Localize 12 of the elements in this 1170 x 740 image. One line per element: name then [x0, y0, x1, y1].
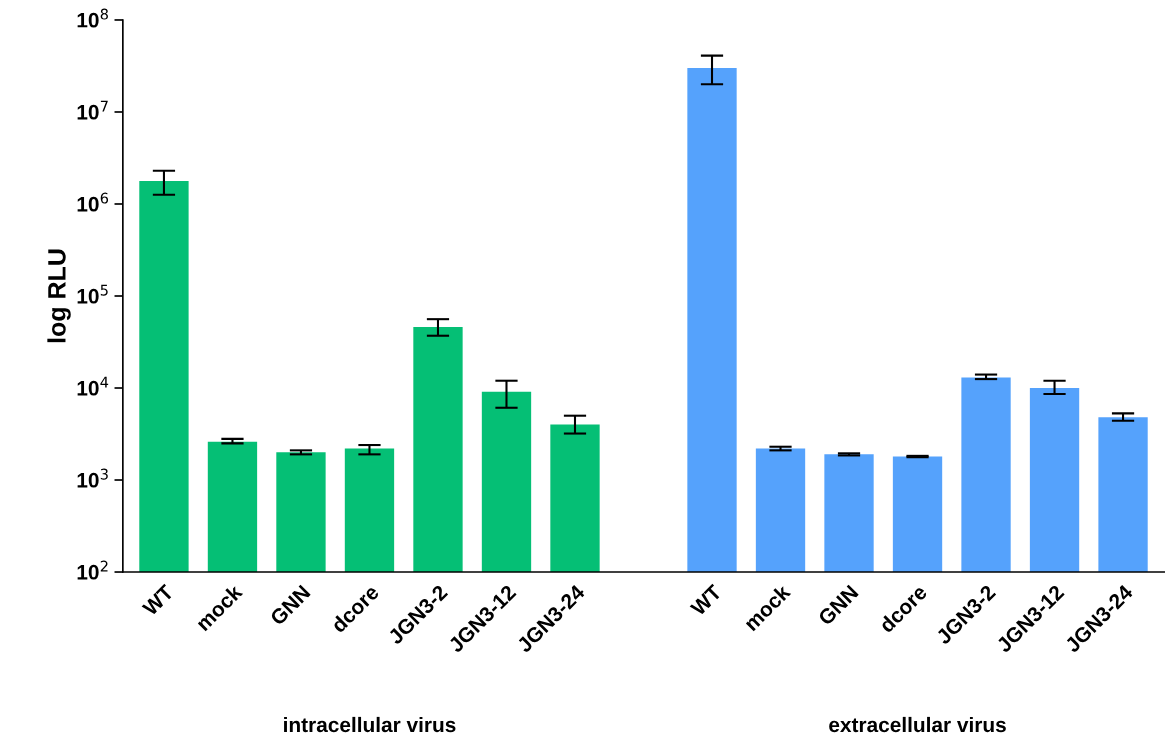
y-tick-label: 10$^{2}$ — [77, 560, 108, 580]
series-label: extracellular virus — [829, 716, 1006, 733]
y-tick-label: 10$^{6}$ — [77, 192, 109, 212]
y-tick-label: 10$^{5}$ — [77, 284, 108, 304]
y-tick-label: 10$^{4}$ — [77, 376, 109, 396]
y-tick-label: 10$^{3}$ — [77, 468, 108, 488]
x-tick-label: WT — [689, 583, 723, 617]
series-label: intracellular virus — [284, 716, 456, 733]
y-tick-label: 10$^{7}$ — [77, 100, 108, 120]
y-axis-title: log RLU — [47, 249, 71, 343]
y-tick-label: 10$^{8}$ — [77, 8, 108, 28]
x-tick-label: WT — [141, 583, 175, 617]
